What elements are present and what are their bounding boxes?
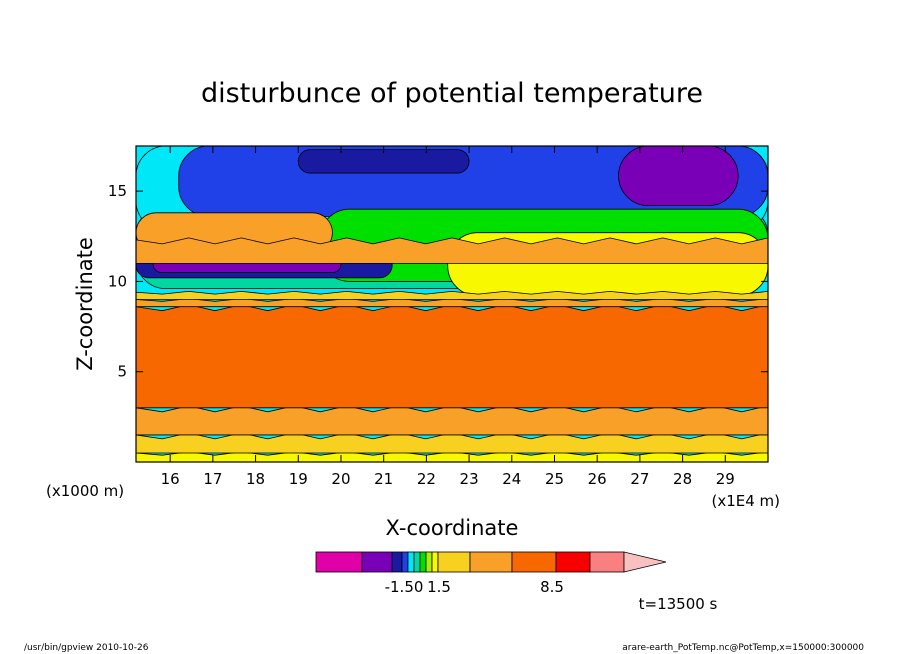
footer-left: /usr/bin/gpview 2010-10-26: [24, 643, 149, 653]
x-unit-right: (x1E4 m): [711, 492, 780, 510]
x-axis-label: X-coordinate: [386, 516, 519, 540]
colorbar-segment: [589, 551, 625, 573]
x-axis: 16 17 18 19 20 21 22 23 24 25 26 27 28 29: [161, 146, 735, 488]
x-tick-label: 18: [246, 470, 265, 488]
colorbar-segment: [419, 551, 427, 573]
x-tick-label: 19: [289, 470, 308, 488]
x-tick-label: 21: [374, 470, 393, 488]
x-tick-label: 23: [460, 470, 479, 488]
colorbar-segment: [413, 551, 421, 573]
x-tick-label: 25: [545, 470, 564, 488]
plot-area: [136, 146, 768, 462]
colorbar-segment: [555, 551, 591, 573]
colorbar-segment: [437, 551, 471, 573]
colorbar-segment: [391, 551, 403, 573]
colorbar-segment: [431, 551, 439, 573]
colorbar-segment: [315, 551, 363, 573]
contour-band-6: [136, 237, 768, 264]
colorbar-segment: [401, 551, 409, 573]
x-tick-label: 17: [203, 470, 222, 488]
contour-region-3: [297, 149, 470, 174]
x-tick-label: 29: [716, 470, 735, 488]
x-tick-label: 22: [417, 470, 436, 488]
contour-band-2: [136, 405, 768, 436]
colorbar-segment: [425, 551, 433, 573]
y-axis-label: Z-coordinate: [73, 237, 97, 371]
contour-band-4: [136, 298, 768, 308]
x-tick-label: 28: [673, 470, 692, 488]
footer-right: arare-earth_PotTemp.nc@PotTemp,x=150000:…: [622, 643, 864, 653]
colorbar-tick-label: -1.50: [385, 578, 424, 596]
plot-frame: [135, 145, 769, 463]
x-tick-label: 26: [588, 470, 607, 488]
contour-region-4: [618, 146, 739, 206]
colorbar-tick-label: 8.5: [540, 578, 564, 596]
x-unit-left: (x1000 m): [46, 482, 124, 500]
y-tick-label: 10: [108, 272, 127, 290]
colorbar-tick-label: 1.5: [427, 578, 451, 596]
x-tick-label: 27: [630, 470, 649, 488]
y-tick-label: 15: [108, 182, 127, 200]
contour-band-1: [136, 432, 768, 454]
chart-title: disturbunce of potential temperature: [201, 78, 703, 109]
y-tick-label: 5: [117, 363, 127, 381]
x-tick-label: 24: [502, 470, 521, 488]
contour-band-5: [136, 290, 768, 300]
y-axis: 5 10 15: [108, 182, 768, 381]
colorbar-segment: [407, 551, 415, 573]
x-tick-label: 16: [161, 470, 180, 488]
contour-band-0: [136, 451, 768, 462]
colorbar-segment: [469, 551, 513, 573]
time-label: t=13500 s: [639, 595, 718, 613]
contour-band-3: [136, 304, 768, 409]
colorbar-segment: [361, 551, 393, 573]
colorbar: -1.50 1.5 8.5: [315, 551, 667, 596]
colorbar-end-arrow: [623, 551, 667, 573]
colorbar-segment: [511, 551, 557, 573]
x-tick-label: 20: [331, 470, 350, 488]
